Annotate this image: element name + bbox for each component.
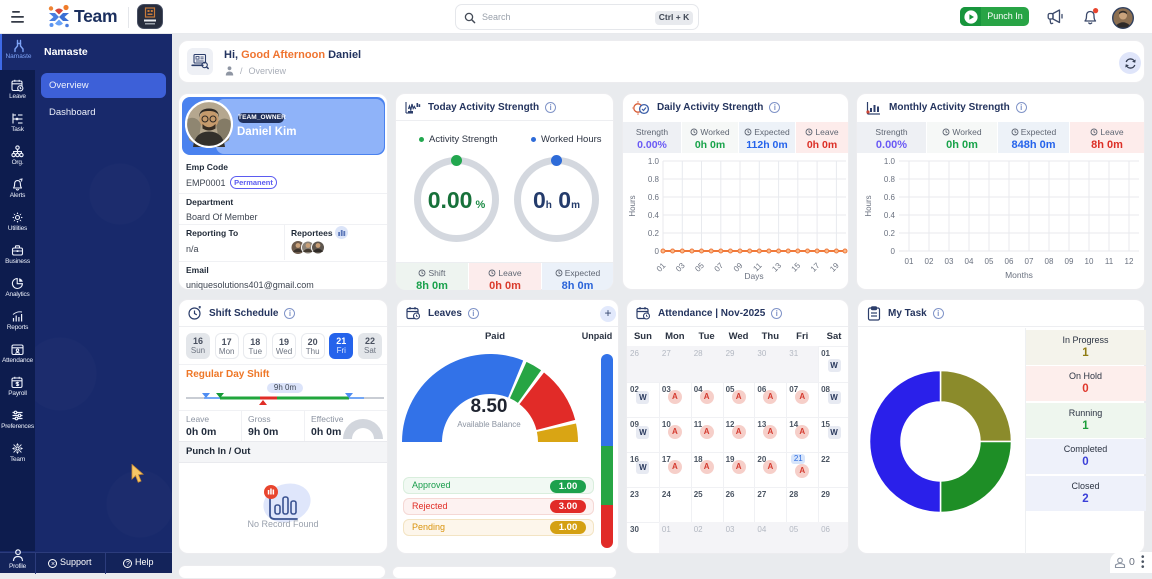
svg-text:0.6: 0.6 (884, 193, 896, 202)
svg-text:15: 15 (790, 261, 803, 274)
svg-text:19: 19 (828, 261, 841, 274)
svg-text:06: 06 (1005, 257, 1014, 266)
svg-text:11: 11 (1105, 257, 1114, 266)
svg-text:0.4: 0.4 (884, 211, 896, 220)
svg-text:Days: Days (744, 271, 763, 281)
svg-text:05: 05 (985, 257, 994, 266)
svg-text:07: 07 (1025, 257, 1034, 266)
svg-text:0.2: 0.2 (884, 229, 896, 238)
svg-text:Hours: Hours (864, 195, 873, 216)
svg-text:09: 09 (1065, 257, 1074, 266)
svg-text:08: 08 (1045, 257, 1054, 266)
svg-text:Months: Months (1005, 270, 1033, 280)
svg-text:01: 01 (905, 257, 914, 266)
svg-text:09: 09 (732, 261, 745, 274)
svg-text:0.6: 0.6 (648, 193, 660, 202)
svg-text:0.2: 0.2 (648, 229, 660, 238)
svg-text:1.0: 1.0 (884, 157, 896, 166)
svg-text:Hours: Hours (628, 195, 637, 216)
svg-text:07: 07 (713, 261, 726, 274)
svg-text:0.4: 0.4 (648, 211, 660, 220)
svg-text:13: 13 (770, 261, 783, 274)
svg-text:12: 12 (1125, 257, 1134, 266)
svg-text:0: 0 (655, 247, 660, 256)
svg-text:02: 02 (925, 257, 934, 266)
svg-text:03: 03 (674, 261, 687, 274)
svg-text:04: 04 (965, 257, 974, 266)
svg-text:03: 03 (945, 257, 954, 266)
svg-text:01: 01 (655, 261, 668, 274)
svg-text:0: 0 (891, 247, 896, 256)
svg-text:05: 05 (693, 261, 706, 274)
svg-text:10: 10 (1085, 257, 1094, 266)
svg-text:0.8: 0.8 (648, 175, 660, 184)
svg-text:17: 17 (809, 261, 822, 274)
svg-text:1.0: 1.0 (648, 157, 660, 166)
svg-text:0.8: 0.8 (884, 175, 896, 184)
